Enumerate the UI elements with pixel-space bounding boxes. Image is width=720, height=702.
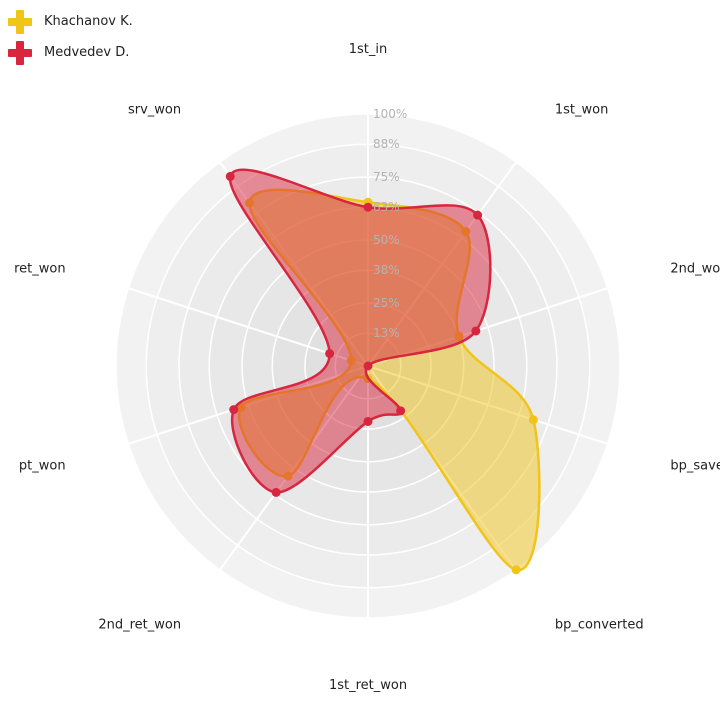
data-point	[363, 361, 373, 371]
legend-item-khachanov[interactable]: Khachanov K.	[8, 6, 133, 37]
axis-label: ret_won	[14, 262, 65, 277]
tick-label: 50%	[373, 233, 400, 247]
axis-label: 2nd_ret_won	[98, 617, 181, 632]
tick-label: 25%	[373, 296, 400, 310]
plus-icon	[8, 9, 32, 34]
data-point	[271, 487, 281, 497]
data-point	[225, 171, 235, 181]
axis-label: 1st_ret_won	[329, 678, 407, 693]
series-medvedev	[225, 168, 492, 497]
axis-label: 1st_in	[349, 42, 388, 57]
tick-label: 13%	[373, 326, 400, 340]
series-area	[228, 168, 492, 494]
data-point	[528, 415, 538, 425]
data-point	[473, 210, 483, 220]
tick-label: 75%	[373, 170, 400, 184]
axis-label: bp_saved	[670, 458, 720, 473]
data-point	[363, 202, 373, 212]
axis-label: srv_won	[128, 103, 181, 118]
axis-label: 1st_won	[555, 103, 608, 118]
legend-item-medvedev[interactable]: Medvedev D.	[8, 37, 133, 68]
data-point	[363, 416, 373, 426]
legend-label: Medvedev D.	[44, 45, 130, 60]
tick-label: 88%	[373, 137, 400, 151]
axis-label: pt_won	[19, 458, 66, 473]
tick-label: 63%	[373, 200, 400, 214]
axis-label: bp_converted	[555, 617, 644, 632]
data-point	[396, 406, 406, 416]
tick-label: 38%	[373, 263, 400, 277]
data-point	[229, 405, 239, 415]
legend-label: Khachanov K.	[44, 14, 133, 29]
tick-label: 100%	[373, 107, 407, 121]
plus-icon	[8, 40, 32, 65]
legend: Khachanov K. Medvedev D.	[8, 6, 133, 68]
data-point	[511, 565, 521, 575]
data-point	[471, 326, 481, 336]
data-point	[325, 349, 335, 359]
axis-label: 2nd_won	[670, 262, 720, 277]
